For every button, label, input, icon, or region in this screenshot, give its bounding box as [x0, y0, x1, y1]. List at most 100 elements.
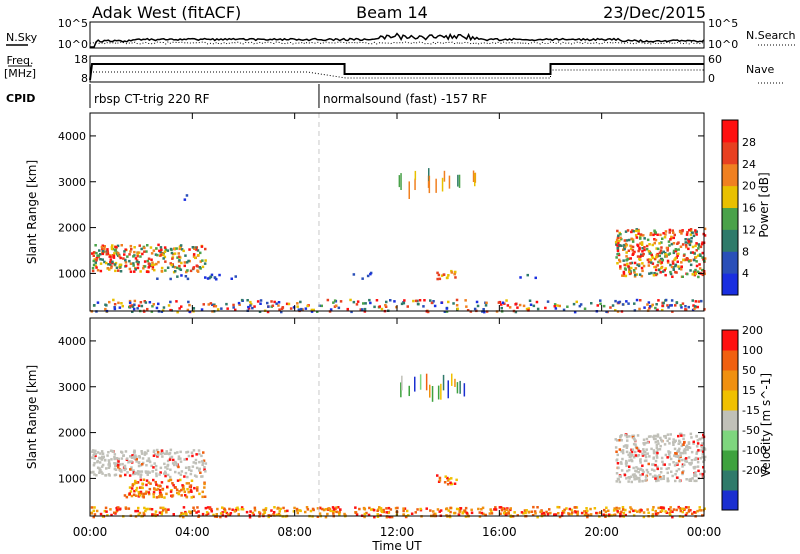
echo-cell-0 [191, 246, 195, 249]
echo-cell-0 [200, 454, 203, 458]
echo-cell-5 [219, 512, 223, 515]
echo-cell-0 [152, 450, 156, 454]
nave-label: Nave [746, 63, 774, 76]
echo-cell-2 [447, 477, 451, 481]
echo-cell-8 [96, 301, 100, 304]
colorbar-swatch-4 [722, 185, 738, 208]
echo-cell-8 [356, 300, 360, 303]
echo-cell-7 [699, 245, 703, 249]
echo-cell-0 [115, 266, 119, 269]
echo-cell-7 [697, 247, 700, 250]
echo-cell-8 [684, 305, 687, 308]
echo-cell-0 [107, 459, 111, 462]
echo-cell-8 [234, 308, 237, 312]
echo-cell-4 [650, 468, 654, 471]
echo-cell-4 [641, 464, 644, 467]
velocity-colorbar-label: Velocity [m s^-1] [759, 373, 773, 477]
echo-cell-0 [119, 265, 122, 268]
echo-cell-7 [664, 273, 667, 277]
echo-cell-0 [204, 259, 207, 262]
echo-cell-0 [112, 254, 116, 257]
echo-cell-0 [200, 460, 204, 463]
echo-cell-5 [570, 512, 573, 516]
echo-cell-0 [92, 263, 96, 267]
echo-cell-4 [682, 469, 685, 473]
echo-cell-0 [139, 255, 142, 258]
range-tick-label-1: 2000 [58, 222, 86, 235]
echo-cell-5 [158, 511, 162, 514]
echo-cell-8 [232, 306, 235, 309]
echo-cell-1 [135, 481, 139, 485]
echo-cell-0 [114, 269, 117, 273]
echo-cell-7 [636, 263, 639, 266]
echo-cell-4 [654, 474, 657, 477]
echo-cell-8 [232, 303, 235, 307]
echo-cell-5 [654, 512, 658, 516]
echo-cell-0 [179, 460, 183, 463]
echo-cell-7 [649, 258, 653, 262]
echo-cell-5 [156, 514, 159, 517]
echo-cell-5 [416, 508, 419, 511]
echo-cell-0 [124, 248, 127, 251]
echo-cell-5 [387, 511, 390, 515]
echo-cell-0 [103, 247, 106, 250]
echo-cell-7 [632, 252, 635, 256]
echo-cell-5 [636, 510, 639, 513]
echo-cell-0 [166, 452, 169, 455]
sky-tick-low: 10^0 [58, 38, 88, 51]
echo-cell-5 [227, 513, 230, 516]
echo-cell-5 [667, 508, 671, 511]
echo-cell-5 [204, 506, 208, 510]
velocity-time-ticks [89, 318, 705, 516]
echo-cell-8 [143, 300, 146, 303]
echo-cell-5 [385, 511, 388, 514]
echo-cell-4 [674, 439, 677, 442]
echo-cell-0 [136, 263, 140, 266]
echo-cell-0 [163, 472, 166, 475]
echo-cell-7 [657, 268, 661, 272]
echo-cell-0 [130, 460, 133, 463]
echo-cell-2 [156, 277, 159, 280]
echo-cell-5 [461, 512, 464, 515]
echo-cell-0 [140, 450, 143, 453]
echo-cell-4 [620, 469, 624, 472]
echo-cell-5 [370, 508, 373, 511]
echo-cell-5 [434, 512, 437, 516]
echo-cell-5 [499, 512, 502, 515]
echo-cell-0 [198, 467, 201, 471]
echo-cell-0 [101, 250, 105, 253]
echo-cell-5 [509, 508, 512, 512]
echo-cell-4 [621, 450, 625, 453]
echo-cell-7 [660, 251, 664, 255]
echo-cell-8 [528, 299, 532, 302]
echo-cell-0 [122, 454, 125, 457]
echo-cell-7 [633, 271, 636, 274]
echo-cell-4 [654, 434, 658, 438]
echo-cell-0 [170, 455, 174, 459]
echo-cell-4 [675, 469, 678, 473]
echo-cell-5 [233, 510, 237, 513]
echo-cell-0 [100, 465, 104, 468]
echo-cell-8 [599, 299, 602, 302]
echo-cell-5 [425, 507, 428, 510]
search-tick-low: 10^0 [708, 38, 738, 51]
echo-cell-8 [402, 301, 406, 305]
echo-cell-5 [546, 512, 550, 516]
echo-cell-1 [165, 492, 168, 496]
echo-cell-0 [146, 449, 150, 452]
echo-cell-0 [169, 468, 172, 471]
echo-cell-5 [463, 509, 467, 512]
echo-cell-0 [106, 267, 110, 270]
echo-cell-4 [681, 451, 684, 455]
echo-cell-8 [216, 308, 220, 311]
echo-cell-4 [666, 456, 669, 459]
echo-cell-4 [672, 443, 675, 446]
echo-cell-1 [176, 479, 180, 482]
echo-cell-0 [146, 259, 150, 263]
echo-cell-5 [103, 509, 107, 513]
echo-cell-4 [639, 473, 642, 477]
echo-cell-5 [324, 515, 328, 519]
echo-cell-8 [267, 305, 270, 308]
echo-cell-5 [660, 509, 664, 513]
